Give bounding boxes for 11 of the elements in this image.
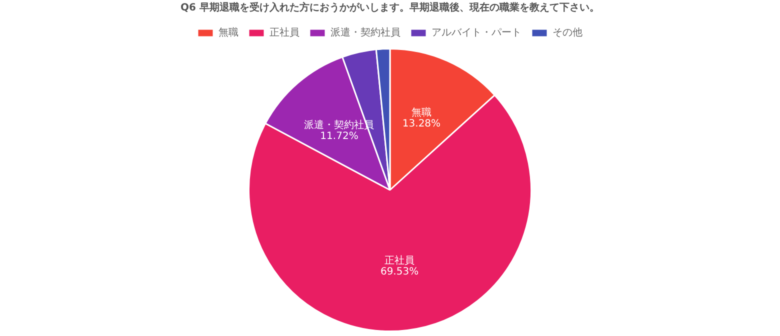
slice-label: 無職 <box>411 106 432 119</box>
legend-label: その他 <box>552 26 582 39</box>
legend-label: アルバイト・パート <box>432 28 522 39</box>
legend-label: 正社員 <box>270 26 300 39</box>
legend-label: 無職 <box>218 26 238 39</box>
data-label: 69.53% <box>380 266 419 278</box>
chart-title: Q6 早期退職を受け入れた方におうかがいします。早期退職後、現在の職業を教えて下さい。 <box>180 2 600 14</box>
data-label: 13.28% <box>402 118 441 130</box>
data-label: 11.72% <box>320 130 358 142</box>
slice-label: 正社員 <box>384 254 415 267</box>
legend-label: 派遣・契約社員 <box>330 26 400 39</box>
